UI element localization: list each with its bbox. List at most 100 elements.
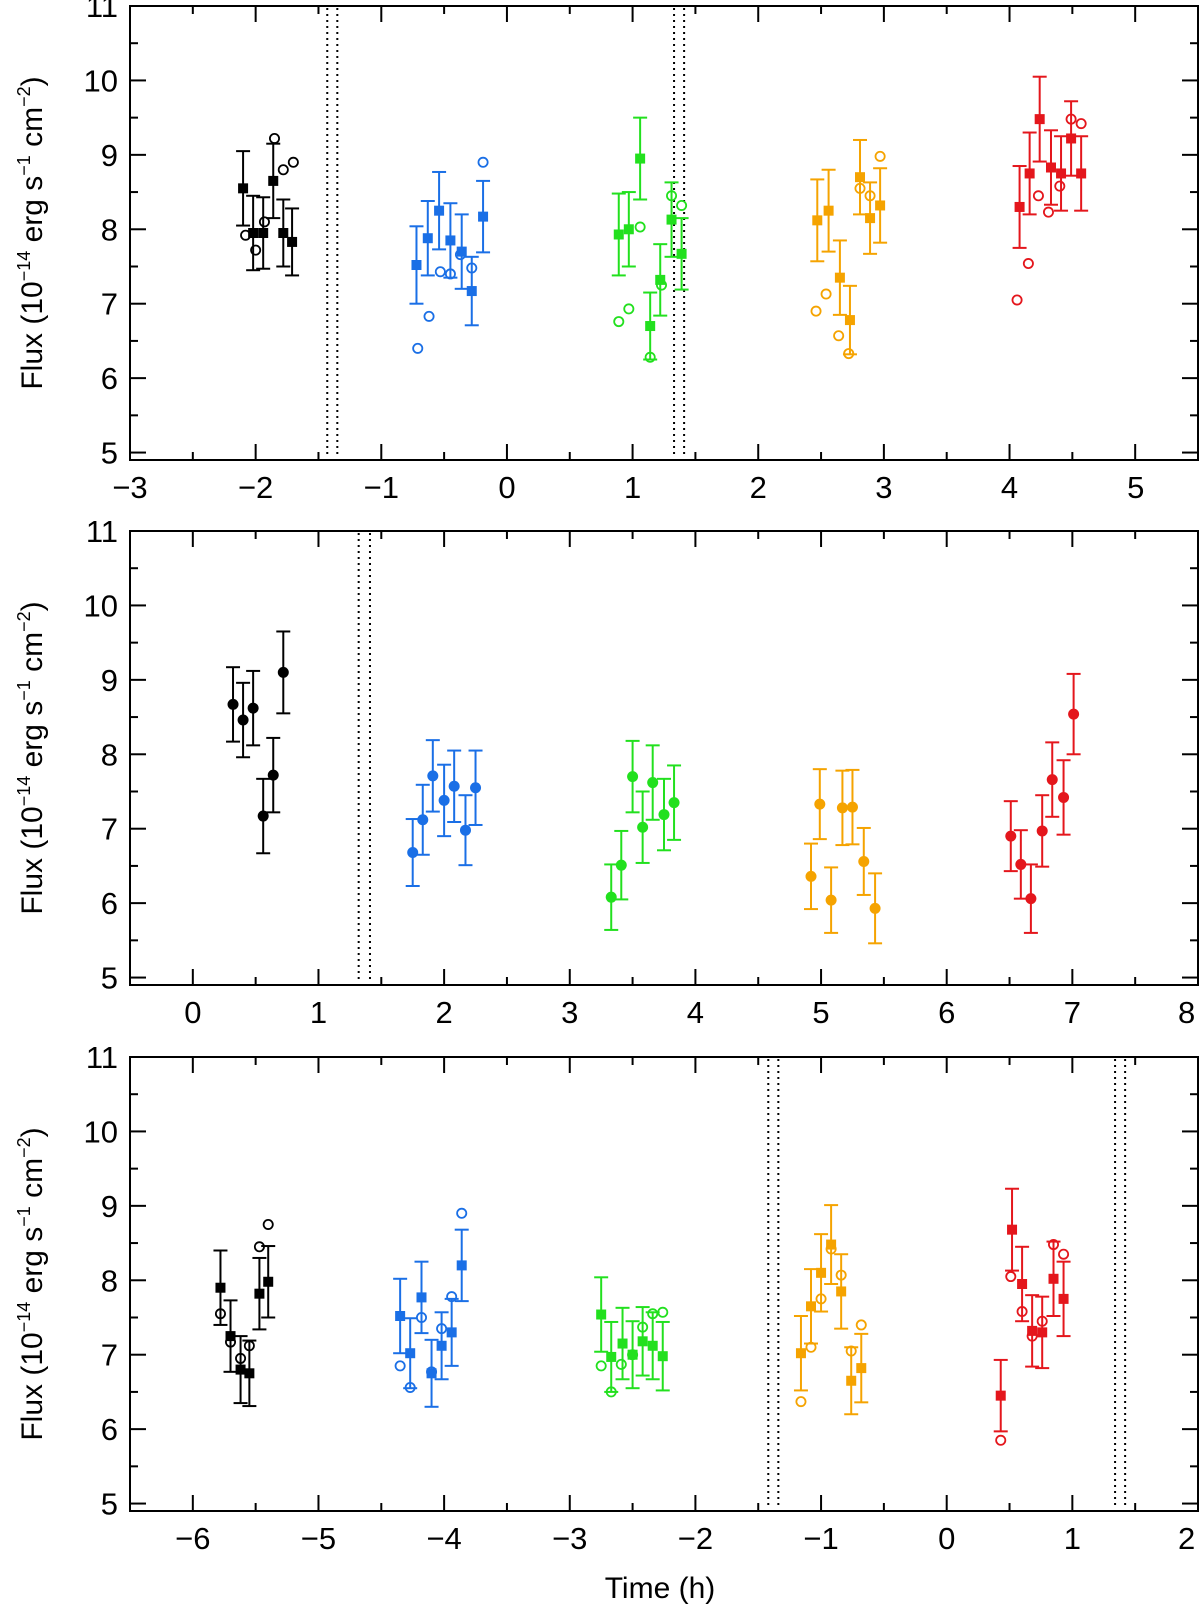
filled-square-point <box>617 1338 628 1349</box>
open-circle-point <box>456 1207 468 1219</box>
x-tick-label: 1 <box>1064 1521 1081 1556</box>
filled-square-point <box>613 229 624 240</box>
filled-circle-point <box>615 859 627 871</box>
filled-circle-point <box>237 714 249 726</box>
y-axis-label-part: ) <box>16 76 49 86</box>
open-circle-point <box>795 1396 807 1408</box>
panel-bottom: 5 6 7 8 9 10 11 −6 −5 −4 −3 −2 −1 0 1 2 Flux (10−14 erg … <box>14 1040 1199 1556</box>
filled-square-point <box>995 1390 1006 1401</box>
filled-square-point <box>1017 1279 1028 1289</box>
x-tick-label: 0 <box>184 995 201 1030</box>
filled-circle-point <box>417 814 429 826</box>
filled-square-point <box>834 272 845 283</box>
filled-square-point <box>856 1363 867 1374</box>
filled-square-point <box>235 1364 246 1375</box>
x-tick-label: −1 <box>364 470 399 505</box>
filled-square-point <box>215 1282 226 1293</box>
filled-square-point <box>1024 168 1035 179</box>
filled-circle-point <box>1005 830 1017 842</box>
filled-square-point <box>426 1368 437 1379</box>
series-black <box>226 630 291 855</box>
series-red <box>1003 672 1081 934</box>
y-tick-label: 9 <box>101 1189 118 1224</box>
x-tick-label: 2 <box>750 470 767 505</box>
filled-square-point <box>1048 1273 1059 1284</box>
series-orange <box>793 1204 869 1416</box>
series-orange <box>810 138 888 360</box>
x-tick-label: 1 <box>624 470 641 505</box>
x-tick-label: 5 <box>1127 470 1144 505</box>
filled-circle-point <box>658 809 670 821</box>
filled-square-point <box>248 228 259 238</box>
filled-square-point <box>1037 1327 1048 1338</box>
filled-square-point <box>268 175 279 186</box>
y-tick-label: 9 <box>101 663 118 698</box>
filled-circle-point <box>1058 791 1070 803</box>
x-tick-label: −6 <box>175 1521 210 1556</box>
series-black <box>213 1218 276 1408</box>
filled-circle-point <box>267 769 279 781</box>
filled-square-point <box>635 153 646 164</box>
filled-circle-point <box>227 698 239 710</box>
x-tick-label: 7 <box>1064 995 1081 1030</box>
open-circle-point <box>423 310 435 322</box>
filled-square-point <box>287 236 298 247</box>
filled-square-point <box>1034 114 1045 125</box>
filled-square-point <box>263 1276 274 1287</box>
time-axis-label: Time (h) <box>605 1572 716 1605</box>
y-axis-label-part: erg s <box>16 701 49 776</box>
filled-square-point <box>456 1260 467 1271</box>
series-blue <box>405 739 483 888</box>
filled-square-point <box>865 213 876 224</box>
filled-square-point <box>1058 1293 1069 1304</box>
filled-square-point <box>826 1239 837 1250</box>
open-circle-point <box>1058 1248 1070 1260</box>
filled-circle-point <box>459 824 471 836</box>
open-circle-point <box>810 305 822 317</box>
y-tick-label: 5 <box>101 961 118 996</box>
y-tick-label: 8 <box>101 212 118 247</box>
series-green <box>611 116 689 363</box>
filled-square-point <box>258 228 269 238</box>
series-green <box>594 1276 670 1398</box>
open-circle-point <box>412 342 424 354</box>
x-tick-label: 0 <box>938 1521 955 1556</box>
y-axis-label-exponent: −2 <box>14 1137 34 1158</box>
filled-square-point <box>812 215 823 226</box>
filled-circle-point <box>427 770 439 782</box>
y-tick-label: 7 <box>101 287 118 322</box>
y-axis-label-part: ) <box>16 601 49 611</box>
open-circle-point <box>855 1319 867 1331</box>
filled-circle-point <box>637 821 649 833</box>
y-axis-label-exponent: −14 <box>14 776 34 807</box>
y-tick-label: 8 <box>101 737 118 772</box>
series-blue <box>393 1207 469 1408</box>
x-tick-label: 0 <box>498 470 515 505</box>
open-circle-point <box>613 316 625 328</box>
plot-frame <box>129 530 1199 986</box>
y-axis-label-part: cm <box>16 107 49 155</box>
open-circle-point <box>874 150 886 162</box>
y-tick-label: 10 <box>84 1114 118 1149</box>
filled-circle-point <box>605 891 617 903</box>
open-circle-point <box>595 1360 607 1372</box>
y-tick-label: 6 <box>101 361 118 396</box>
filled-square-point <box>411 260 422 271</box>
y-tick-label: 7 <box>101 812 118 847</box>
open-circle-point <box>623 303 635 315</box>
x-tick-label: −1 <box>803 1521 838 1556</box>
x-tick-label: 2 <box>1178 1521 1195 1556</box>
filled-square-point <box>844 315 855 326</box>
x-tick-label: −3 <box>112 470 147 505</box>
x-tick-label: 4 <box>1001 470 1018 505</box>
filled-square-point <box>666 214 677 225</box>
x-tick-label: −5 <box>301 1521 336 1556</box>
filled-circle-point <box>869 902 881 914</box>
y-tick-label: 6 <box>101 1412 118 1447</box>
filled-square-point <box>627 1349 638 1360</box>
filled-square-point <box>823 205 834 216</box>
filled-square-point <box>1045 162 1056 173</box>
y-tick-label: 5 <box>101 1487 118 1522</box>
filled-square-point <box>816 1267 827 1278</box>
